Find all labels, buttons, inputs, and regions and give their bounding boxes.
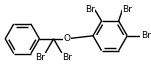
Text: O: O <box>63 34 71 43</box>
Text: Br: Br <box>122 5 132 14</box>
Text: Br: Br <box>141 31 151 40</box>
Text: Br: Br <box>85 5 95 14</box>
Text: Br: Br <box>62 53 72 62</box>
Text: Br: Br <box>35 53 45 62</box>
